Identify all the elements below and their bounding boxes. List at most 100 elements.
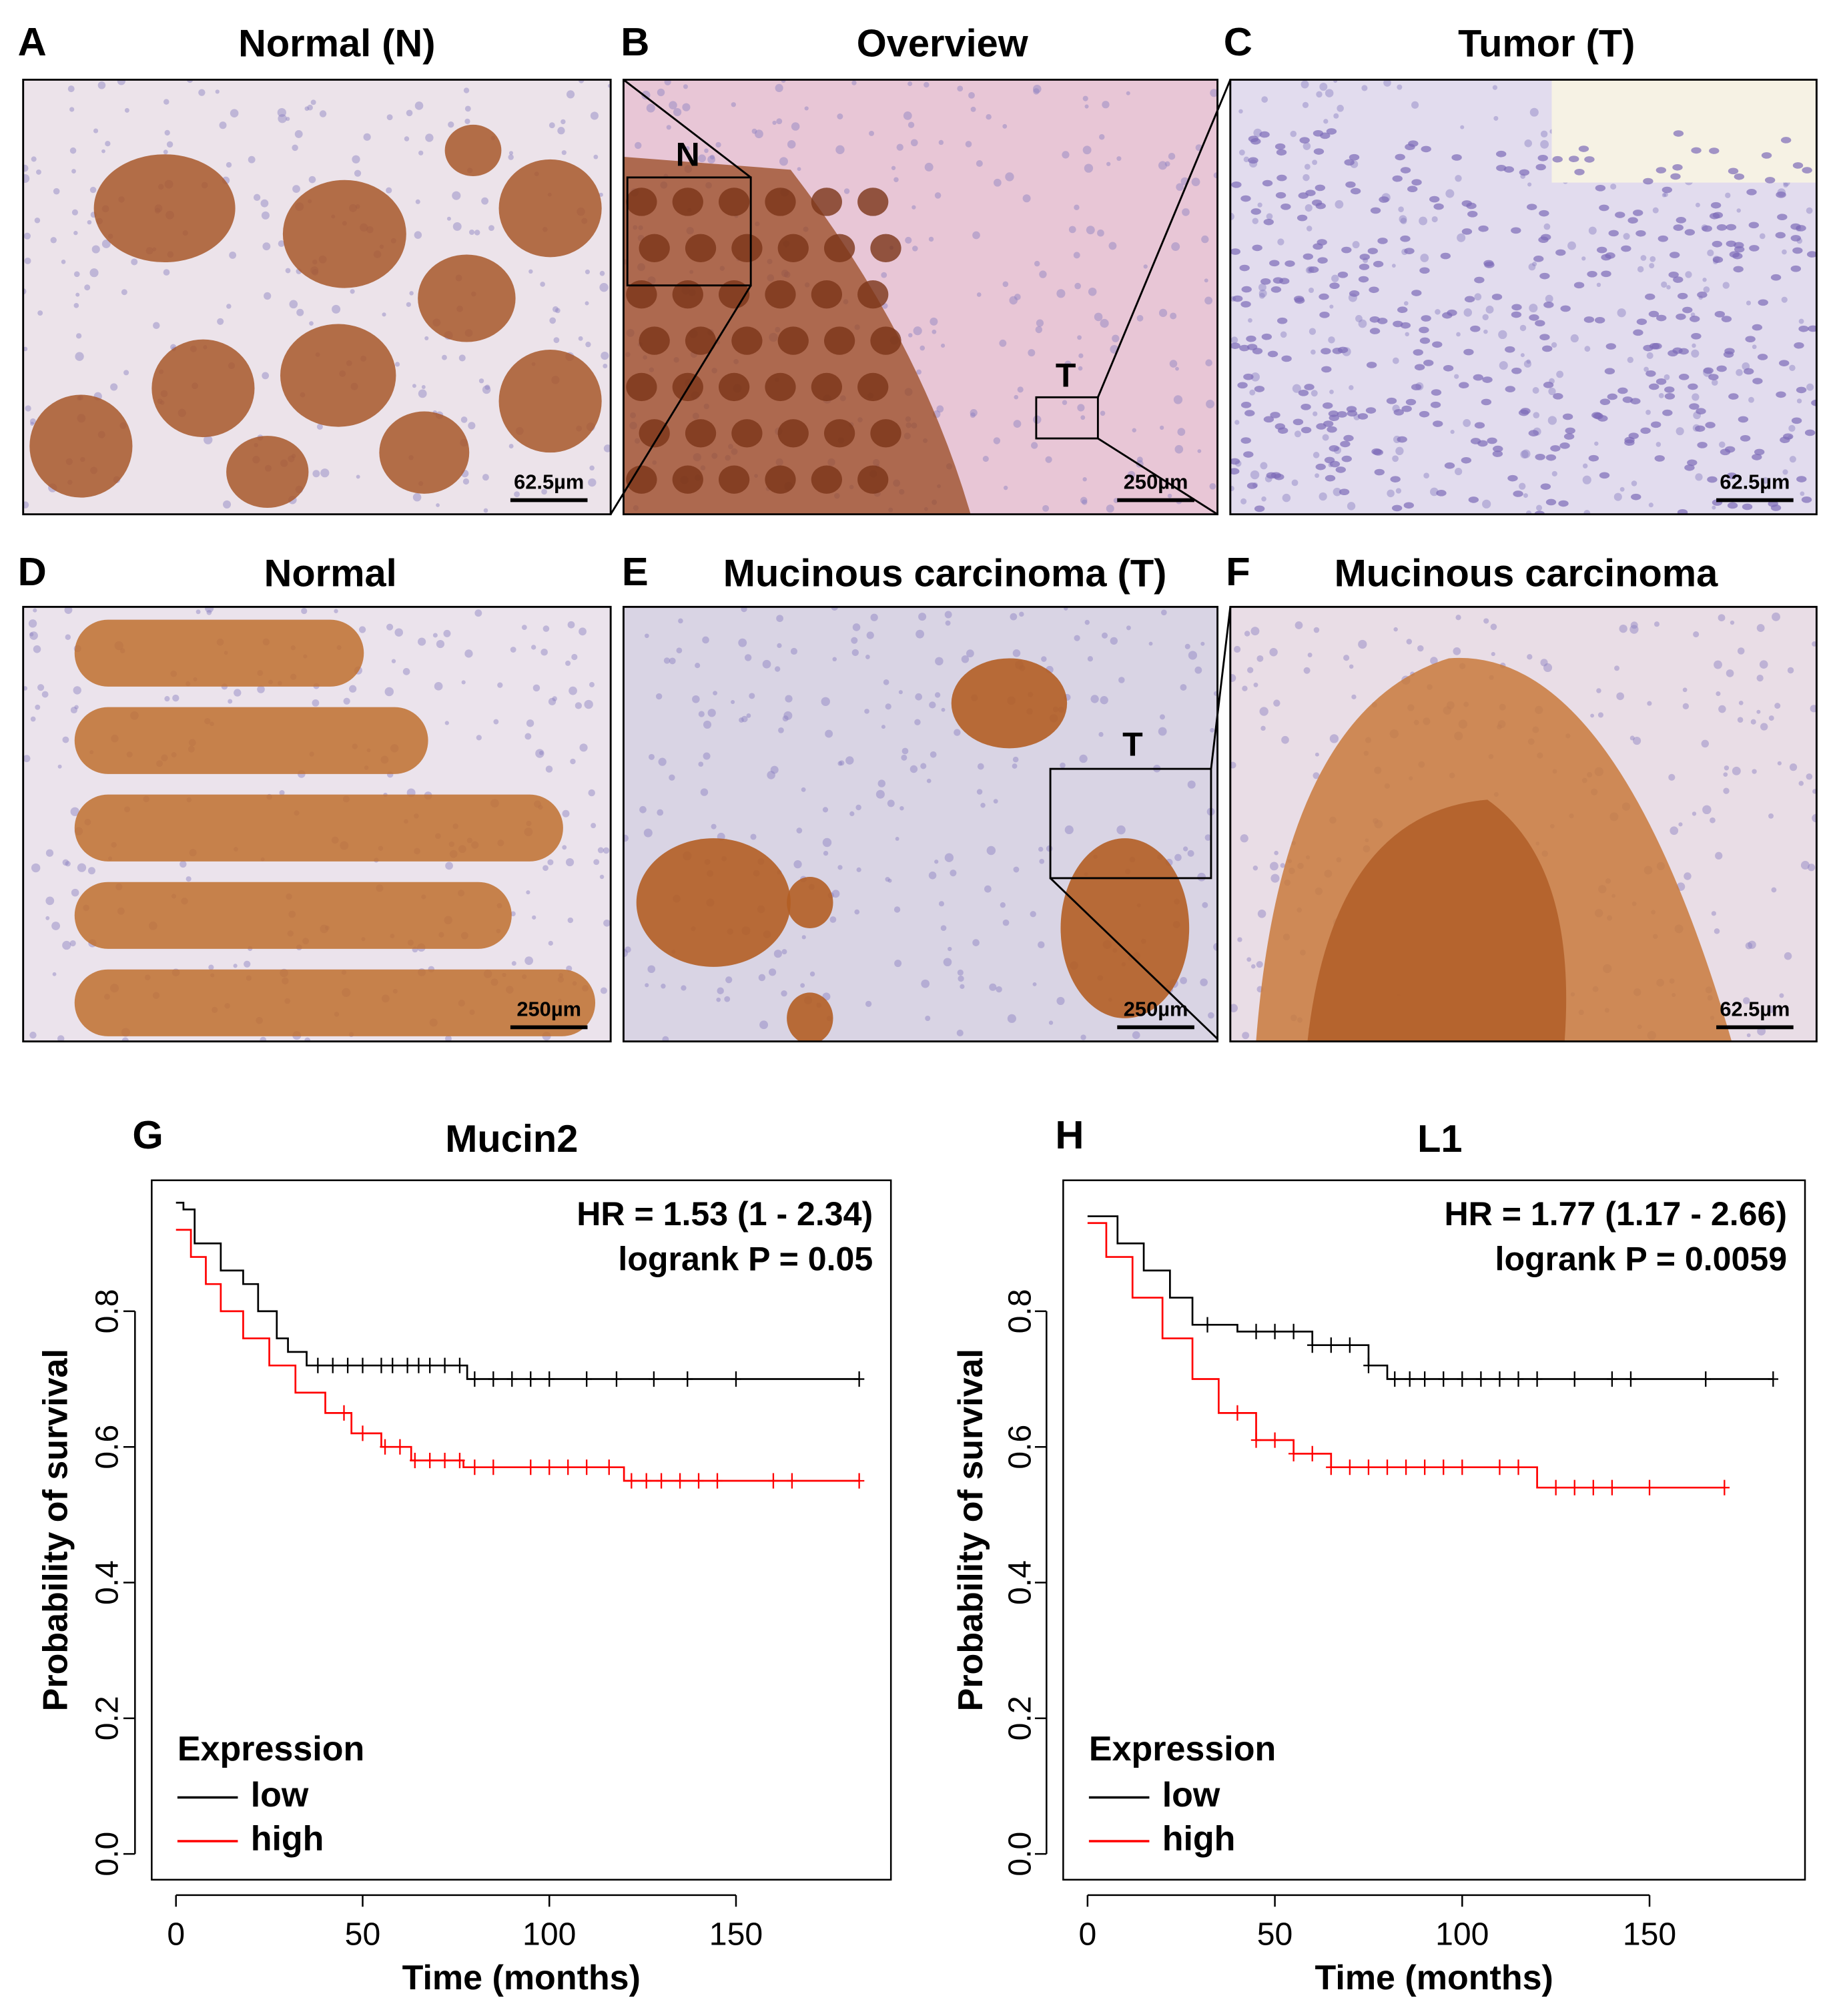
- inset-box: [626, 176, 752, 287]
- tumor-nucleus: [1319, 293, 1329, 300]
- plot-box: [1062, 1179, 1806, 1881]
- nucleus: [285, 268, 291, 274]
- tumor-nucleus: [1565, 427, 1575, 434]
- tumor-nucleus: [1555, 249, 1566, 256]
- nucleus: [1158, 308, 1168, 318]
- nucleus: [1311, 390, 1318, 397]
- nucleus: [1028, 349, 1036, 357]
- y-tick-label: 0.0: [1002, 1832, 1038, 1877]
- nucleus: [1610, 184, 1617, 190]
- tumor-nucleus: [1474, 276, 1485, 284]
- nucleus: [1307, 653, 1313, 657]
- tumor-nucleus: [1583, 316, 1595, 323]
- tumor-nucleus: [1240, 195, 1251, 202]
- tumor-nucleus: [1650, 421, 1662, 428]
- tumor-nucleus: [1332, 348, 1343, 354]
- tumor-nucleus: [1796, 386, 1807, 394]
- nucleus: [1188, 651, 1198, 660]
- nucleus: [773, 950, 782, 958]
- nucleus: [603, 444, 611, 452]
- tumor-nucleus: [1254, 505, 1265, 513]
- tumor-nucleus: [1668, 271, 1679, 278]
- nucleus: [599, 874, 605, 880]
- nucleus: [1062, 400, 1068, 405]
- nucleus: [908, 333, 913, 338]
- nucleus: [1767, 1006, 1775, 1014]
- gland: [824, 326, 855, 355]
- nucleus: [938, 901, 945, 907]
- nucleus: [1527, 182, 1532, 187]
- nucleus: [775, 83, 783, 92]
- nucleus: [929, 701, 936, 709]
- nucleus: [1100, 410, 1106, 416]
- nucleus: [1693, 631, 1700, 638]
- gland: [444, 124, 502, 176]
- nucleus: [692, 695, 700, 703]
- nucleus: [1582, 463, 1588, 468]
- nucleus: [1523, 493, 1528, 498]
- tumor-nucleus: [1239, 264, 1250, 272]
- nucleus: [623, 948, 629, 958]
- nucleus: [968, 91, 975, 99]
- nucleus: [547, 859, 554, 866]
- nucleus: [1064, 825, 1074, 835]
- nucleus: [832, 657, 837, 662]
- nucleus: [585, 269, 591, 274]
- nucleus: [944, 853, 954, 862]
- tumor-nucleus: [1261, 333, 1272, 340]
- nucleus: [292, 185, 300, 194]
- tumor-nucleus: [1413, 349, 1423, 356]
- tumor-nucleus: [1689, 403, 1700, 410]
- tumor-nucleus: [1677, 292, 1688, 300]
- nucleus: [1167, 493, 1172, 498]
- nucleus: [65, 861, 71, 867]
- nucleus: [1234, 420, 1240, 425]
- tumor-nucleus: [1246, 482, 1258, 489]
- tumor-nucleus: [1669, 252, 1680, 258]
- tumor-nucleus: [1335, 466, 1346, 473]
- tumor-nucleus: [1635, 230, 1646, 237]
- nucleus: [1583, 510, 1591, 515]
- nucleus: [312, 699, 320, 707]
- tumor-nucleus: [1804, 429, 1816, 436]
- nucleus: [1684, 872, 1692, 880]
- nucleus: [1617, 308, 1626, 318]
- tumor-nucleus: [1414, 364, 1425, 371]
- nucleus: [1238, 109, 1243, 114]
- nucleus: [698, 761, 704, 767]
- tumor-nucleus: [1359, 254, 1370, 260]
- nucleus: [875, 789, 885, 799]
- nucleus: [725, 976, 733, 984]
- tumor-nucleus: [1308, 266, 1319, 273]
- nucleus: [1737, 717, 1744, 723]
- nucleus: [1800, 491, 1805, 496]
- nucleus: [1787, 667, 1794, 674]
- panel-title: Tumor (T): [1458, 23, 1635, 65]
- nucleus: [29, 632, 34, 637]
- nucleus: [1322, 434, 1329, 441]
- nucleus: [412, 492, 422, 502]
- tumor-nucleus: [1775, 232, 1786, 239]
- nucleus: [1702, 278, 1707, 282]
- tumor-nucleus: [1558, 500, 1569, 507]
- tumor-nucleus: [1377, 238, 1388, 244]
- nucleus: [1540, 139, 1549, 149]
- nucleus: [571, 653, 578, 661]
- gland: [282, 180, 406, 288]
- nucleus: [436, 640, 445, 649]
- nucleus: [1164, 161, 1170, 167]
- nucleus: [1782, 249, 1787, 255]
- tumor-nucleus: [1419, 267, 1430, 274]
- censor-mark: [1250, 1432, 1262, 1448]
- tumor-nucleus: [1560, 305, 1571, 312]
- nucleus: [934, 192, 942, 199]
- nucleus: [1810, 705, 1817, 713]
- nucleus: [1399, 215, 1407, 224]
- nucleus: [163, 269, 170, 276]
- nucleus: [851, 637, 858, 644]
- nucleus: [1038, 941, 1045, 948]
- nucleus: [391, 659, 396, 663]
- nucleus: [35, 704, 41, 710]
- nucleus: [749, 693, 755, 699]
- censor-mark: [682, 1371, 693, 1387]
